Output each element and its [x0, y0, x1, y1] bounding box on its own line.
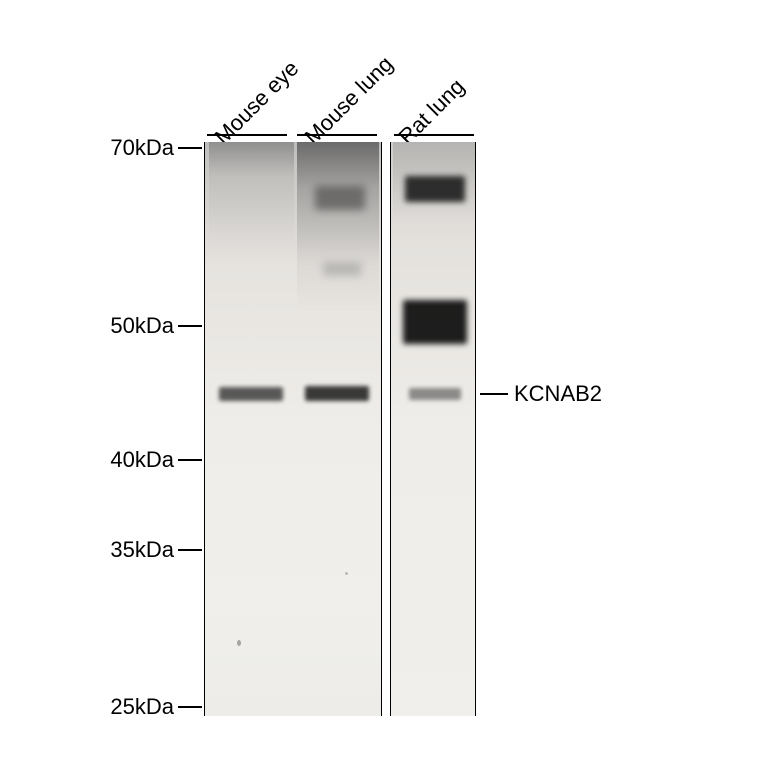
mw-label-1: 50kDa — [110, 313, 174, 339]
strip-left-speck-1 — [345, 572, 348, 575]
target-tick — [480, 393, 508, 395]
strip-left-band-2 — [315, 186, 365, 210]
strip-left-band-3 — [323, 262, 361, 276]
strip-right-band-0 — [405, 176, 465, 202]
strip-left-band-0 — [219, 387, 283, 401]
mw-tick-4 — [178, 706, 202, 708]
strip-right-overlay-0 — [393, 142, 475, 716]
strip-left-overlay-1 — [297, 142, 379, 716]
strip-left-overlay-0 — [209, 142, 294, 716]
mw-ladder-group: 70kDa 50kDa 40kDa 35kDa 25kDa — [0, 0, 764, 764]
target-label: KCNAB2 — [514, 381, 602, 407]
mw-label-2: 40kDa — [110, 447, 174, 473]
strip-left-speck-0 — [237, 640, 241, 646]
strip-right-band-1 — [403, 300, 467, 344]
mw-tick-3 — [178, 549, 202, 551]
mw-label-0: 70kDa — [110, 135, 174, 161]
strip-right-band-2 — [409, 388, 461, 400]
mw-tick-0 — [178, 147, 202, 149]
mw-tick-1 — [178, 325, 202, 327]
western-blot-figure: Mouse eyeMouse lungRat lung 70kDa50kDa40… — [0, 0, 764, 764]
strip-right — [390, 142, 476, 716]
mw-tick-2 — [178, 459, 202, 461]
strip-left — [204, 142, 382, 716]
strip-left-band-1 — [305, 386, 369, 401]
mw-label-3: 35kDa — [110, 537, 174, 563]
mw-label-4: 25kDa — [110, 694, 174, 720]
